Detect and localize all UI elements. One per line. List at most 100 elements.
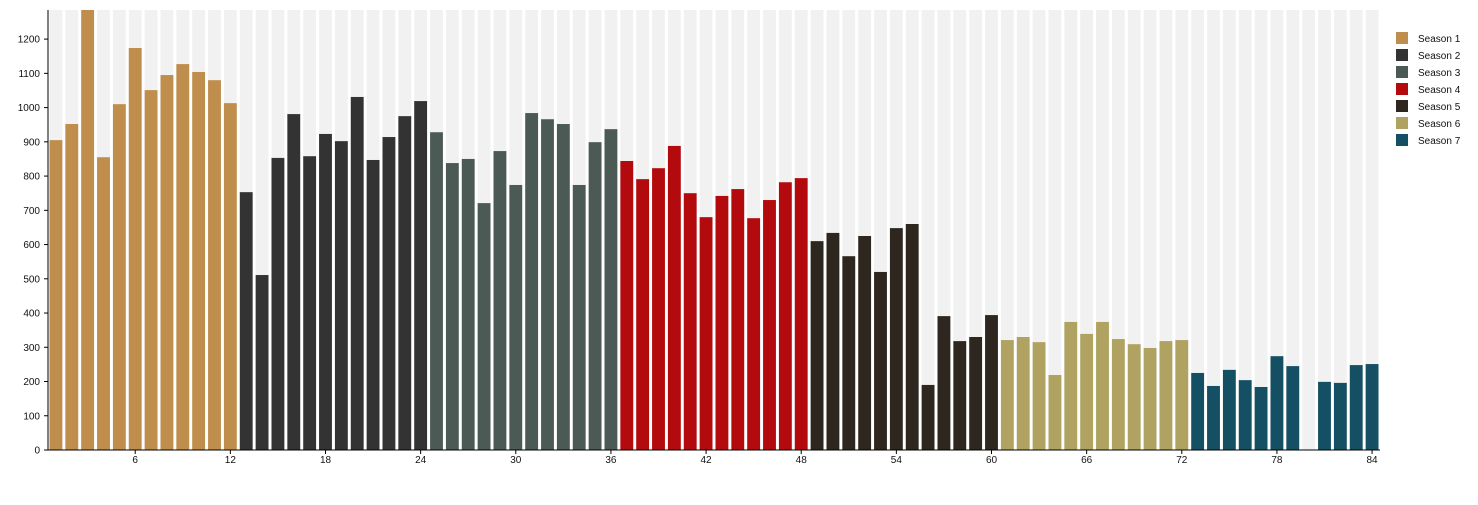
bar-season-4-ep-44 [731, 189, 745, 450]
bar-season-1-ep-11 [208, 80, 221, 450]
bar-season-3-ep-26 [445, 163, 459, 451]
bar-season-2-ep-14 [255, 275, 269, 450]
bar-season-1-ep-6 [128, 48, 142, 450]
bar-season-6-ep-61 [1000, 340, 1014, 450]
bar-season-5-ep-56 [921, 384, 935, 450]
background-column [1238, 10, 1252, 450]
bar-season-5-ep-50 [826, 232, 840, 450]
background-column [921, 10, 935, 450]
bar-season-6-ep-63 [1032, 342, 1046, 450]
bar-season-4-ep-48 [794, 178, 808, 450]
bar-season-5-ep-59 [969, 337, 983, 450]
y-tick-label: 1000 [18, 103, 41, 114]
bar-season-3-ep-35 [588, 142, 602, 450]
bar-season-4-ep-42 [699, 217, 713, 450]
background-column [1127, 10, 1141, 450]
background-column [1333, 10, 1347, 450]
bar-season-4-ep-46 [763, 200, 776, 450]
bar-season-5-ep-55 [905, 224, 919, 450]
bar-season-7-ep-82 [1333, 382, 1347, 450]
legend-label: Season 2 [1418, 51, 1461, 62]
bar-season-5-ep-57 [937, 316, 951, 450]
bar-season-2-ep-24 [414, 101, 428, 450]
background-column [1365, 10, 1379, 450]
bar-season-1-ep-8 [160, 75, 174, 451]
bar-season-7-ep-84 [1365, 364, 1379, 450]
bar-season-1-ep-12 [223, 103, 237, 451]
y-tick-label: 300 [23, 343, 40, 354]
legend-label: Season 4 [1418, 85, 1461, 96]
bar-season-7-ep-81 [1318, 381, 1331, 450]
y-tick-label: 400 [23, 309, 40, 320]
bar-season-5-ep-53 [874, 271, 887, 450]
bar-season-3-ep-32 [541, 119, 554, 451]
x-tick-label: 42 [701, 455, 713, 466]
bar-season-6-ep-72 [1175, 340, 1189, 450]
legend-swatch [1396, 66, 1408, 78]
bar-season-6-ep-64 [1048, 375, 1062, 450]
bar-season-2-ep-23 [398, 116, 412, 450]
bar-season-2-ep-15 [271, 157, 285, 450]
bar-season-6-ep-68 [1111, 339, 1125, 450]
x-tick-label: 84 [1367, 455, 1379, 466]
bar-season-2-ep-13 [239, 192, 253, 450]
y-tick-label: 900 [23, 137, 40, 148]
background-column [1318, 10, 1331, 450]
bar-season-6-ep-66 [1080, 333, 1094, 450]
y-tick-label: 700 [23, 206, 40, 217]
bar-season-3-ep-31 [525, 113, 539, 450]
x-tick-label: 66 [1081, 455, 1093, 466]
background-column [1143, 10, 1157, 450]
background-column [1191, 10, 1205, 450]
bar-season-5-ep-60 [985, 315, 998, 450]
bar-season-4-ep-43 [715, 195, 729, 450]
legend-label: Season 7 [1418, 136, 1461, 147]
x-tick-label: 72 [1176, 455, 1188, 466]
legend-label: Season 3 [1418, 68, 1461, 79]
y-tick-label: 1200 [18, 35, 41, 46]
bar-season-4-ep-39 [652, 168, 665, 450]
bar-season-7-ep-77 [1254, 386, 1268, 450]
bar-season-6-ep-71 [1159, 341, 1173, 450]
bar-season-1-ep-2 [65, 124, 79, 450]
y-tick-label: 200 [23, 377, 40, 388]
x-tick-label: 6 [132, 455, 138, 466]
background-column [1048, 10, 1062, 450]
bar-season-2-ep-21 [366, 159, 380, 450]
legend-label: Season 5 [1418, 102, 1461, 113]
bar-season-7-ep-78 [1270, 356, 1284, 450]
legend-swatch [1396, 134, 1408, 146]
x-tick-label: 60 [986, 455, 998, 466]
bar-season-2-ep-18 [319, 133, 332, 450]
y-tick-label: 1100 [18, 69, 40, 80]
bar-season-5-ep-49 [810, 241, 824, 450]
bar-season-3-ep-30 [509, 184, 523, 450]
legend-swatch [1396, 117, 1408, 129]
bar-season-7-ep-73 [1191, 372, 1205, 450]
legend-label: Season 1 [1418, 34, 1461, 45]
bar-season-3-ep-27 [461, 158, 475, 451]
background-column [1159, 10, 1173, 450]
bar-season-1-ep-9 [176, 64, 190, 450]
bar-season-6-ep-69 [1127, 344, 1141, 450]
bar-season-5-ep-52 [858, 235, 872, 450]
legend-swatch [1396, 49, 1408, 61]
bar-season-4-ep-37 [620, 161, 634, 450]
bar-season-6-ep-62 [1016, 337, 1030, 450]
x-tick-label: 18 [320, 455, 332, 466]
bar-season-3-ep-33 [556, 124, 570, 450]
background-column [953, 10, 967, 450]
bar-season-3-ep-36 [604, 129, 618, 450]
bar-season-1-ep-3 [81, 10, 95, 450]
bar-season-3-ep-34 [572, 184, 586, 450]
bar-season-2-ep-19 [334, 141, 348, 450]
y-tick-label: 500 [23, 274, 40, 285]
x-tick-label: 24 [415, 455, 427, 466]
bar-season-1-ep-4 [97, 157, 110, 450]
y-tick-label: 0 [34, 446, 40, 457]
y-tick-label: 100 [23, 411, 40, 422]
bar-season-5-ep-54 [889, 228, 903, 450]
x-tick-label: 78 [1271, 455, 1283, 466]
bar-season-2-ep-17 [303, 156, 317, 450]
bar-season-2-ep-22 [382, 137, 396, 450]
